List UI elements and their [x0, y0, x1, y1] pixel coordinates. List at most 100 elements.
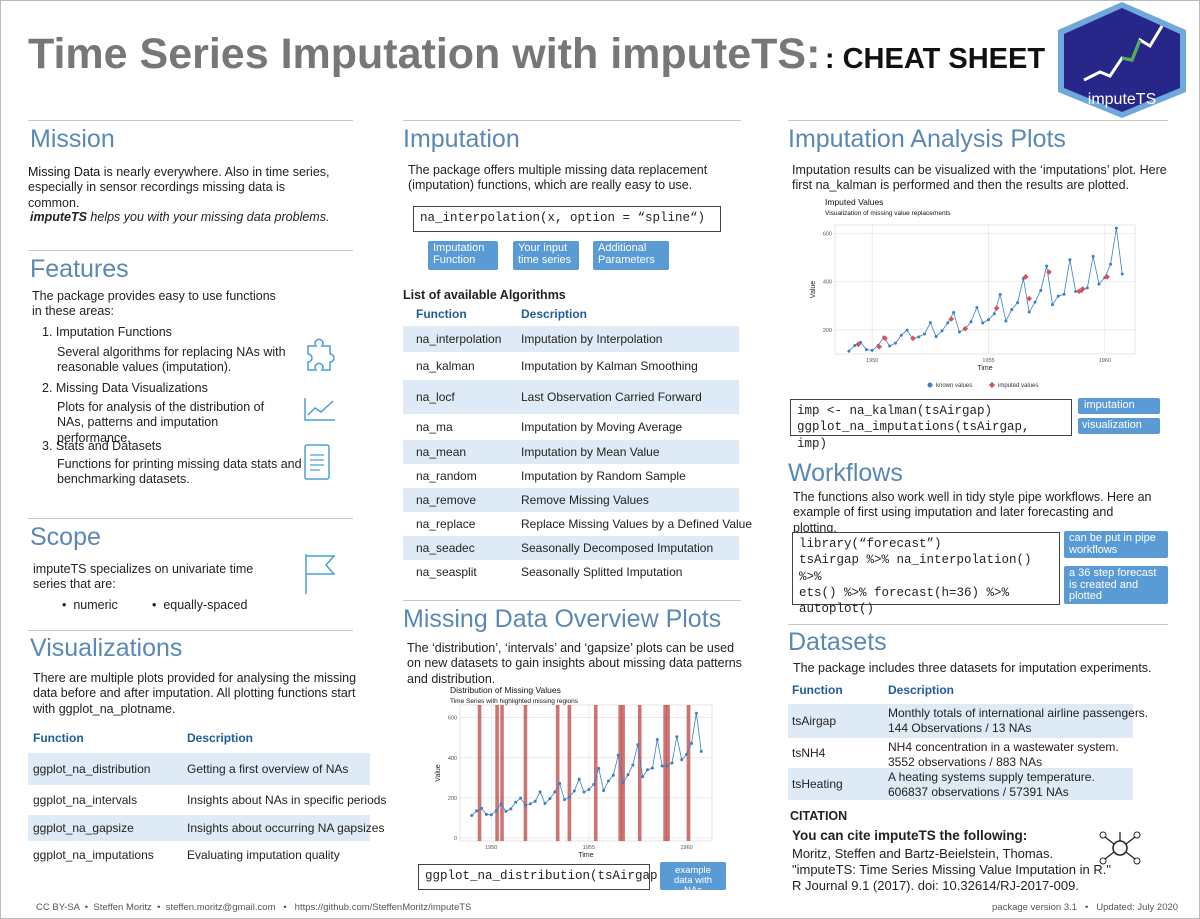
features-intro: The package provides easy to use functio…	[32, 289, 276, 319]
data-point	[646, 768, 650, 772]
data-point	[602, 788, 606, 792]
imputed-point	[1026, 295, 1033, 302]
row-shade	[403, 440, 739, 464]
missing-region	[686, 705, 691, 841]
missing-plots-text: The ‘distribution’, ‘intervals’ and ‘gap…	[407, 641, 742, 686]
data-point	[1056, 294, 1060, 298]
data-point	[636, 743, 640, 747]
imputation-plot: Imputed Values Visualization of missing v…	[810, 197, 1136, 389]
table-cell: Last Observation Carried Forward	[521, 389, 702, 404]
mission-body: is nearly everywhere. Also in time serie…	[28, 165, 330, 210]
data-point	[1016, 301, 1020, 305]
feature-text: Plots for analysis of the distribution o…	[57, 400, 265, 445]
imputed-point	[882, 335, 888, 342]
separator	[28, 630, 353, 631]
table-cell: Getting a first overview of NAs	[187, 761, 349, 776]
separator	[28, 120, 353, 121]
footer-item: CC BY-SA	[36, 902, 80, 913]
callout: Imputation Function	[428, 241, 498, 270]
table-header: Function	[792, 683, 843, 697]
code-box: library(“forecast”) tsAirgap %>% na_inte…	[792, 532, 1060, 616]
table-cell: na_remove	[416, 492, 477, 507]
logo-text: imputeTS	[1088, 91, 1156, 108]
imputed-point	[962, 325, 969, 332]
table-cell: na_locf	[416, 389, 455, 404]
data-point	[670, 761, 674, 765]
network-icon	[1099, 831, 1141, 865]
feature-text: Functions for printing missing data stat…	[57, 457, 302, 487]
data-point	[853, 344, 857, 348]
x-tick-label: 1960	[1099, 358, 1111, 364]
data-point	[1120, 272, 1124, 276]
table-cell: na_seasplit	[416, 564, 477, 579]
table-header: Description	[187, 731, 254, 745]
subtitle: : CHEAT SHEET	[824, 43, 1046, 75]
data-point	[499, 802, 503, 806]
header: Time Series Imputation with imputeTS: : …	[28, 30, 1045, 79]
missing-region	[621, 705, 625, 841]
footer-item: steffen.moritz@gmail.com	[165, 902, 276, 913]
section-heading: Mission	[30, 125, 115, 153]
missing-region	[666, 705, 670, 841]
data-point	[509, 807, 513, 811]
table-cell: ggplot_na_gapsize	[33, 820, 134, 835]
missing-region	[495, 705, 499, 841]
data-point	[1045, 264, 1049, 268]
callout: Your input time series	[513, 241, 579, 270]
row-shade	[403, 326, 739, 352]
workflows-text: The functions also work well in tidy sty…	[793, 490, 1152, 535]
callout: visualization	[1078, 418, 1160, 434]
y-tick-label: 600	[823, 231, 832, 237]
data-point	[489, 813, 493, 817]
table-cell: 144 Observations / 13 NAs	[888, 721, 1032, 735]
missing-region	[567, 705, 572, 841]
doc-lines	[310, 454, 324, 471]
data-point	[1027, 310, 1031, 314]
missing-region	[637, 705, 642, 841]
logo-line-impute	[1121, 39, 1142, 62]
logo: imputeTS	[1058, 2, 1186, 118]
table-cell: na_random	[416, 468, 477, 483]
data-point	[538, 790, 542, 794]
data-point	[689, 741, 693, 745]
table-cell: na_interpolation	[416, 331, 502, 346]
distribution-plot: Distribution of Missing Values Time Serie…	[435, 685, 713, 859]
footer-item: Updated: July 2020	[1096, 902, 1179, 913]
data-point	[1062, 292, 1066, 296]
table-cell: na_mean	[416, 444, 467, 459]
data-point	[1085, 286, 1089, 290]
datasets-text: The package includes three datasets for …	[793, 661, 1152, 675]
table-cell: Evaluating imputation quality	[187, 847, 340, 862]
bullet-text: numeric	[73, 598, 118, 612]
node	[1133, 831, 1141, 839]
data-point	[616, 753, 620, 757]
section-heading: Features	[30, 255, 129, 283]
callout: imputation	[1078, 398, 1160, 414]
section-heading: Missing Data Overview Plots	[403, 605, 722, 633]
data-point	[952, 311, 956, 315]
row-shade	[403, 488, 739, 512]
data-point	[519, 796, 523, 800]
data-point	[1050, 303, 1054, 307]
x-tick-label: 1950	[485, 845, 497, 851]
node	[1099, 831, 1107, 839]
row-shade	[788, 768, 1133, 800]
flag-shape	[305, 554, 336, 594]
table-header: Description	[521, 307, 588, 321]
data-point	[1004, 319, 1008, 323]
data-point	[572, 789, 576, 793]
mission-bold: Missing Data	[28, 165, 101, 179]
data-point	[660, 764, 664, 768]
tagline-text: helps you with your missing data problem…	[86, 210, 330, 224]
data-point	[626, 773, 630, 777]
list-title: List of available Algorithms	[403, 288, 566, 302]
table-cell: Seasonally Splitted Imputation	[521, 564, 683, 579]
data-point	[484, 812, 488, 816]
table-cell: 3552 observations / 883 NAs	[888, 755, 1043, 769]
separator	[788, 120, 1168, 121]
data-point	[597, 766, 601, 770]
callout: example data with NAs	[660, 862, 726, 895]
data-point	[905, 328, 909, 332]
imputed-point	[1046, 269, 1052, 275]
